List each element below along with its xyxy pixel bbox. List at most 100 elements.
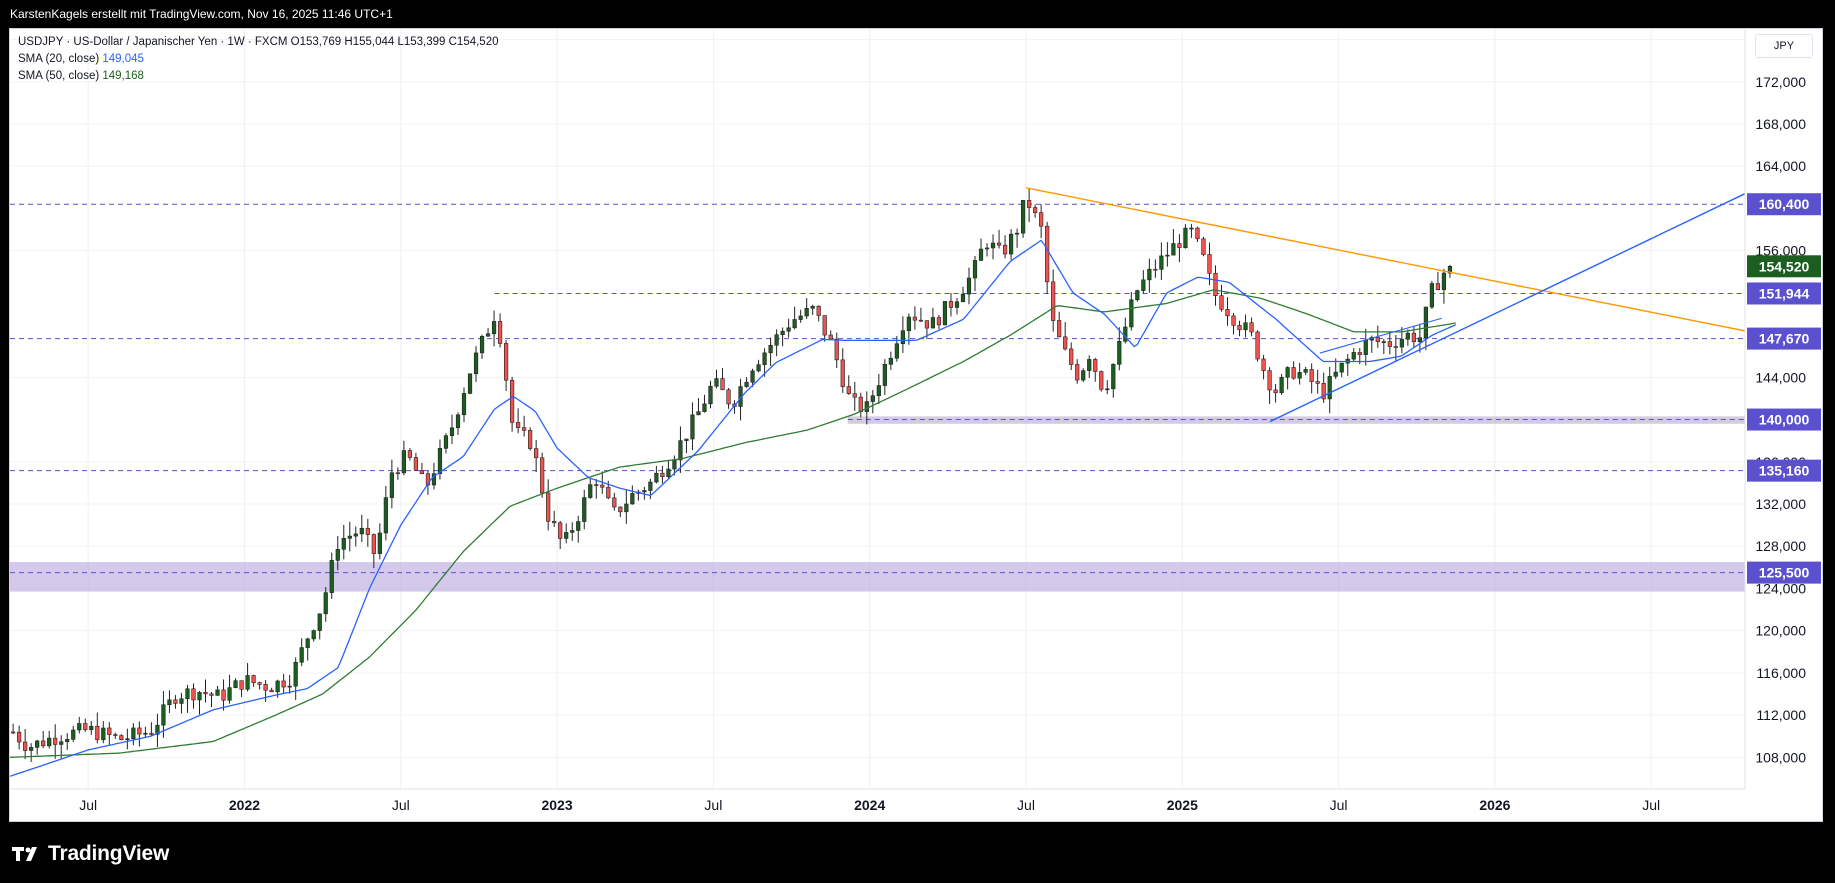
candle-body xyxy=(618,506,623,513)
candle-body xyxy=(1219,295,1224,310)
candle-body xyxy=(660,472,665,478)
sma20-line xyxy=(10,239,1457,777)
y-tick-label: 124,000 xyxy=(1755,580,1806,596)
candle-body xyxy=(678,440,683,461)
candle-body xyxy=(1291,367,1296,379)
currency-button[interactable]: JPY xyxy=(1755,34,1813,58)
candle-body xyxy=(473,352,479,375)
candle-body xyxy=(1363,339,1368,355)
sma50-label: SMA (50, close) xyxy=(18,70,100,82)
candle-body xyxy=(1375,337,1380,342)
candle-body xyxy=(47,737,52,747)
y-tick-label: 112,000 xyxy=(1756,707,1806,723)
candle-body xyxy=(77,723,82,731)
candle-body xyxy=(744,381,749,387)
candle-body xyxy=(528,430,533,449)
candle-body xyxy=(906,316,911,332)
candle-body xyxy=(762,352,767,365)
candle-body xyxy=(1183,227,1188,249)
candle-body xyxy=(1075,364,1080,381)
candle-body xyxy=(708,385,713,405)
candle-body xyxy=(1008,233,1014,255)
candle-body xyxy=(924,320,930,329)
candle-body xyxy=(912,316,917,321)
chart-legend: USDJPY · US-Dollar / Japanischer Yen · 1… xyxy=(18,34,499,85)
candle-body xyxy=(1399,338,1404,348)
candle-body xyxy=(1033,207,1038,213)
level-price-tag xyxy=(1747,561,1821,584)
y-tick-label: 128,000 xyxy=(1755,538,1806,554)
candle-body xyxy=(900,330,905,345)
y-tick-label: 156,000 xyxy=(1755,243,1806,259)
candle-body xyxy=(690,414,695,440)
candle-body xyxy=(834,338,839,361)
candle-body xyxy=(71,729,76,740)
x-tick-label: 2026 xyxy=(1479,797,1510,813)
candle-body xyxy=(804,307,809,317)
candle-body xyxy=(1045,225,1050,283)
candle-body xyxy=(407,450,413,458)
candle-body xyxy=(1255,331,1260,360)
candle-body xyxy=(1002,244,1008,255)
candle-body xyxy=(768,344,773,354)
symbol-line: USDJPY · US-Dollar / Japanischer Yen · 1… xyxy=(18,36,499,48)
candle-body xyxy=(113,734,118,736)
candle-body xyxy=(449,427,455,436)
x-tick-label: 2023 xyxy=(541,797,572,813)
candle-body xyxy=(17,731,22,743)
candle-body xyxy=(191,688,196,701)
candle-body xyxy=(1285,367,1290,378)
attribution-bar: KarstenKagels erstellt mit TradingView.c… xyxy=(0,0,1835,28)
descending-trendline xyxy=(1025,187,1745,332)
candle-body xyxy=(1213,272,1218,296)
candle-body xyxy=(1303,369,1308,373)
candle-body xyxy=(1339,362,1344,373)
candle-body xyxy=(209,693,214,696)
candle-body xyxy=(485,333,491,337)
candle-body xyxy=(564,532,569,539)
candle-body xyxy=(990,242,996,249)
candle-body xyxy=(882,363,887,386)
candle-body xyxy=(1321,383,1326,400)
candle-body xyxy=(948,301,954,308)
level-price-tag xyxy=(1747,408,1821,431)
candle-body xyxy=(996,242,1002,246)
candle-body xyxy=(1021,200,1026,234)
level-price-tag-text: 151,944 xyxy=(1759,285,1810,301)
candle-body xyxy=(1279,376,1284,394)
y-tick-label: 168,000 xyxy=(1755,116,1806,132)
candle-body xyxy=(750,370,755,383)
candle-body xyxy=(1333,371,1338,377)
candle-body xyxy=(1099,371,1104,390)
x-tick-label: Jul xyxy=(79,797,97,813)
level-price-tag xyxy=(1747,282,1821,305)
candle-body xyxy=(936,317,942,326)
candle-body xyxy=(359,527,364,535)
candle-body xyxy=(233,680,238,688)
candle-body xyxy=(654,472,659,483)
candle-body xyxy=(89,725,94,730)
tradingview-logo[interactable]: TradingView xyxy=(12,842,169,865)
y-tick-label: 132,000 xyxy=(1755,496,1806,512)
candle-body xyxy=(588,484,593,498)
support-zone xyxy=(10,562,1745,592)
candle-body xyxy=(143,732,148,735)
chart-frame[interactable] xyxy=(9,28,1823,822)
candle-body xyxy=(828,334,833,340)
x-tick-label: Jul xyxy=(392,797,410,813)
candle-body xyxy=(714,378,719,387)
candle-body xyxy=(1014,232,1020,235)
candle-body xyxy=(1201,238,1206,255)
candle-body xyxy=(131,727,136,740)
footer-bar xyxy=(0,822,1835,883)
candle-body xyxy=(600,484,605,488)
candle-body xyxy=(666,468,671,478)
candle-body xyxy=(467,373,473,394)
candle-body xyxy=(497,321,503,344)
candle-body xyxy=(696,411,701,416)
candle-body xyxy=(1165,254,1170,257)
sma20-legend: SMA (20, close) 149,045 xyxy=(18,51,499,68)
candle-body xyxy=(1411,332,1416,343)
candle-body xyxy=(299,647,304,663)
